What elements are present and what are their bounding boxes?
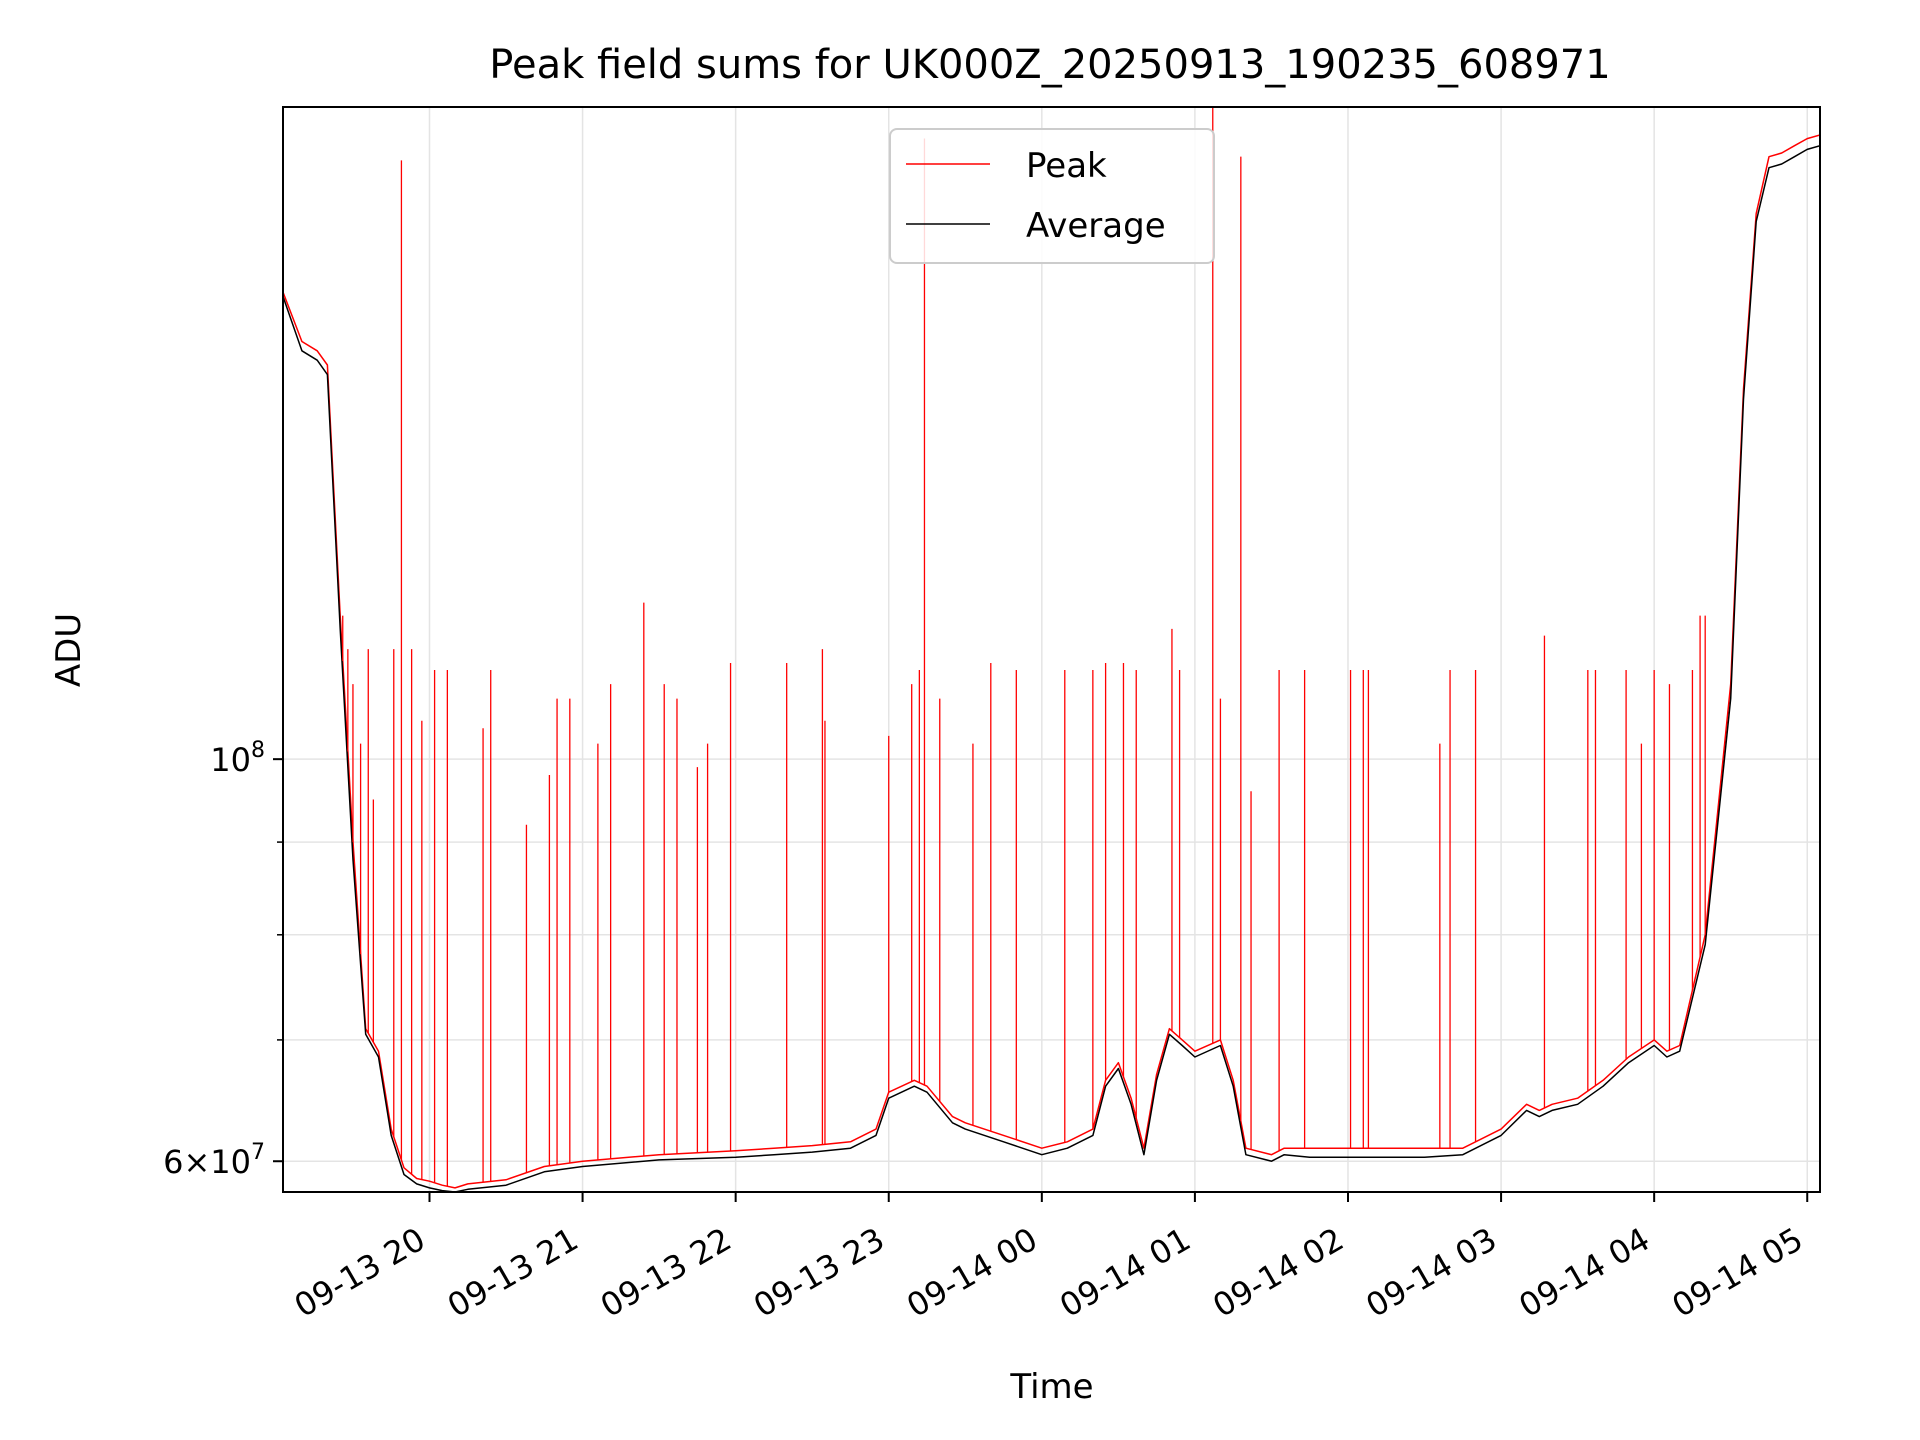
grid bbox=[283, 107, 1820, 1192]
chart-title: Peak field sums for UK000Z_20250913_1902… bbox=[489, 42, 1610, 88]
legend-label-peak: Peak bbox=[1026, 146, 1107, 186]
series-line-peak bbox=[283, 134, 1820, 1189]
series-line-average bbox=[283, 144, 1820, 1192]
x-axis-label: Time bbox=[1009, 1367, 1093, 1407]
legend-box bbox=[889, 128, 1215, 264]
y-axis-label: ADU bbox=[49, 613, 89, 687]
series-layer bbox=[283, 107, 1820, 1192]
plot-area bbox=[283, 107, 1820, 1192]
legend-label-average: Average bbox=[1026, 206, 1166, 246]
y-tick-label: 108 bbox=[210, 738, 265, 779]
legend: Peak Average bbox=[889, 128, 1215, 264]
y-tick-label: 6×107 bbox=[163, 1140, 265, 1181]
y-axis: 6×107 108 bbox=[163, 738, 283, 1181]
plot-frame bbox=[282, 106, 1821, 1193]
